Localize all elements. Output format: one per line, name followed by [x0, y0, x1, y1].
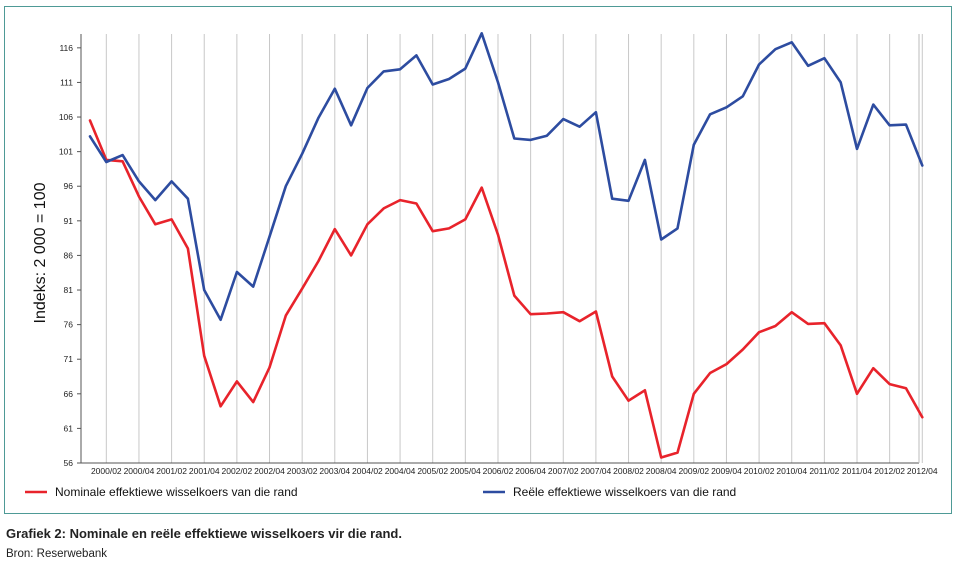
- x-tick-label: 2007/04: [581, 466, 612, 476]
- series-lines: [88, 31, 924, 459]
- x-tick-label: 2003/04: [319, 466, 350, 476]
- legend-label-real: Reële effektiewe wisselkoers van die ran…: [513, 485, 736, 499]
- x-tick-label: 2004/04: [385, 466, 416, 476]
- x-tick-label: 2001/04: [189, 466, 220, 476]
- x-tick-label: 2007/02: [548, 466, 579, 476]
- x-tick-label: 2001/02: [156, 466, 187, 476]
- x-tick-label: 2009/02: [678, 466, 709, 476]
- x-tick-label: 2010/04: [776, 466, 807, 476]
- figure-source: Bron: Reserwebank: [6, 548, 107, 560]
- y-tick-label: 111: [60, 77, 73, 87]
- x-tick-label: 2000/02: [91, 466, 122, 476]
- y-axis-label: Indeks: 2 000 = 100: [32, 182, 49, 323]
- y-tick-label: 91: [64, 216, 74, 226]
- y-tick-label: 101: [59, 147, 73, 157]
- x-tick-label: 2010/02: [744, 466, 775, 476]
- x-tick-label: 2003/02: [287, 466, 318, 476]
- x-tick-label: 2012/04: [907, 466, 938, 476]
- x-tick-label: 2009/04: [711, 466, 742, 476]
- y-tick-label: 81: [64, 285, 74, 295]
- axes: [77, 34, 920, 464]
- x-tick-label: 2005/04: [450, 466, 481, 476]
- y-tick-labels: 56 61 66 71 76 81 86 91 96 101 106 111 116: [59, 43, 73, 468]
- x-tick-label: 2000/04: [124, 466, 155, 476]
- x-tick-label: 2012/02: [874, 466, 905, 476]
- x-tick-label: 2011/04: [842, 466, 872, 476]
- x-tick-label: 2002/02: [222, 466, 253, 476]
- y-tick-label: 71: [64, 354, 74, 364]
- legend-label-nominal: Nominale effektiewe wisselkoers van die …: [55, 485, 298, 499]
- x-tick-label: 2005/02: [417, 466, 448, 476]
- x-tick-label: 2006/02: [483, 466, 514, 476]
- y-tick-label: 66: [64, 389, 74, 399]
- y-tick-label: 116: [59, 43, 73, 53]
- series-line-nominal: [88, 119, 924, 459]
- x-tick-label: 2004/02: [352, 466, 383, 476]
- x-tick-label: 2008/04: [646, 466, 677, 476]
- y-tick-label: 96: [64, 181, 74, 191]
- legend: Nominale effektiewe wisselkoers van die …: [25, 485, 736, 499]
- chart-frame: 56 61 66 71 76 81 86 91 96 101 106 111 116 2000/02 20…: [4, 6, 952, 514]
- x-tick-label: 2002/04: [254, 466, 285, 476]
- y-tick-label: 56: [64, 458, 74, 468]
- figure-caption: Grafiek 2: Nominale en reële effektiewe …: [6, 526, 402, 541]
- gridlines: [105, 34, 923, 463]
- series-line-real: [88, 31, 924, 322]
- x-tick-labels: 2000/02 2000/04 2001/02 2001/04 2002/02 2002/…: [91, 466, 938, 476]
- y-tick-label: 86: [64, 250, 74, 260]
- x-tick-label: 2011/02: [809, 466, 839, 476]
- x-tick-label: 2006/04: [515, 466, 546, 476]
- y-tick-label: 106: [59, 112, 73, 122]
- y-tick-label: 61: [64, 423, 74, 433]
- y-tick-label: 76: [64, 320, 74, 330]
- x-tick-label: 2008/02: [613, 466, 644, 476]
